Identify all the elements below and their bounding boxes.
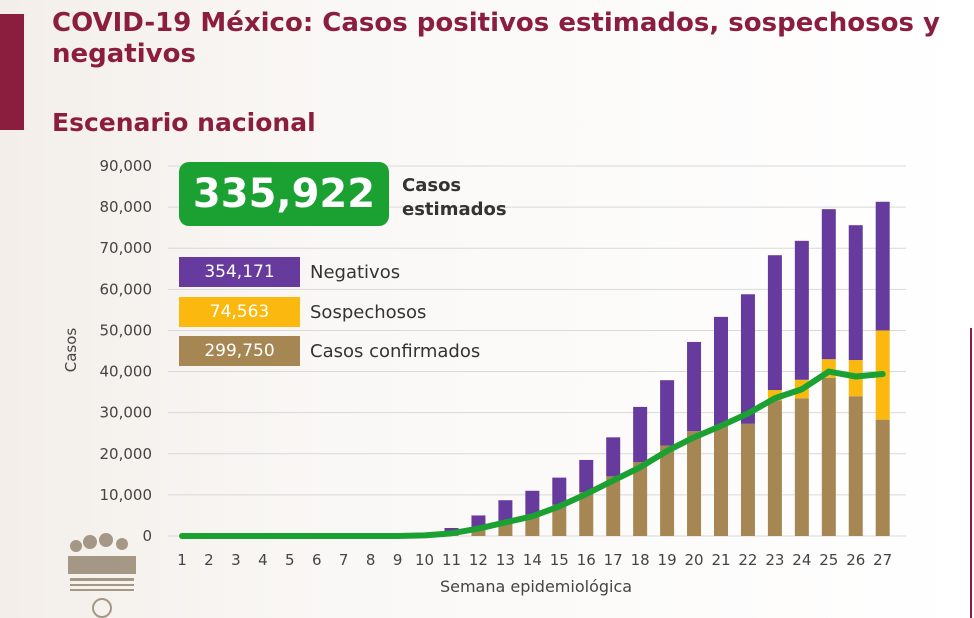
bar-segment — [633, 406, 648, 462]
bar-segment — [794, 398, 809, 536]
y-tick-label: 0 — [142, 527, 152, 545]
x-tick-label: 20 — [685, 551, 704, 569]
estimated-cases-line — [179, 368, 886, 539]
y-tick-label: 20,000 — [100, 445, 153, 463]
government-logo — [68, 533, 136, 618]
x-tick-label: 24 — [792, 551, 811, 569]
bar-segment — [794, 240, 809, 380]
x-tick-label: 26 — [846, 551, 865, 569]
x-tick-label: 16 — [577, 551, 596, 569]
legend-label-confirmados: Casos confirmados — [310, 340, 481, 362]
x-tick-label: 19 — [658, 551, 677, 569]
bar-segment — [552, 504, 567, 536]
bar-segment — [740, 423, 755, 536]
bar-segment — [714, 316, 728, 425]
x-tick-label: 7 — [339, 551, 349, 569]
x-tick-label: 12 — [469, 551, 488, 569]
x-tick-label: 1 — [177, 551, 187, 569]
legend-swatch-confirmados: 299,750 — [179, 336, 300, 366]
x-tick-label: 17 — [604, 551, 623, 569]
page-title: COVID-19 México: Casos positivos estimad… — [52, 8, 940, 69]
x-tick-label: 9 — [393, 551, 403, 569]
bar-segment — [579, 492, 594, 536]
x-tick-label: 23 — [765, 551, 784, 569]
bar-segment — [606, 476, 621, 536]
x-tick-label: 13 — [496, 551, 515, 569]
x-tick-label: 14 — [523, 551, 542, 569]
bar-segment — [767, 400, 782, 536]
x-tick-label: 5 — [285, 551, 295, 569]
page-subtitle: Escenario nacional — [52, 108, 316, 137]
x-tick-label: 8 — [366, 551, 376, 569]
estimated-cases-value: 335,922 — [192, 171, 376, 217]
x-tick-label: 2 — [204, 551, 214, 569]
bar-segment — [660, 445, 675, 536]
x-tick-label: 18 — [631, 551, 650, 569]
bar-layer — [417, 201, 890, 536]
estimated-cases-label: Casos estimados — [402, 175, 507, 220]
y-axis-label: Casos — [62, 328, 80, 373]
legend-value-negativos: 354,171 — [204, 262, 275, 282]
legend-value-sospechosos: 74,563 — [209, 302, 270, 322]
x-tick-label: 4 — [258, 551, 268, 569]
right-accent-line — [970, 328, 972, 618]
legend-value-confirmados: 299,750 — [204, 341, 275, 361]
bar-segment — [687, 431, 702, 536]
x-axis-label: Semana epidemiológica — [440, 577, 632, 596]
bar-segment — [633, 462, 648, 536]
bar-segment — [498, 500, 513, 522]
bar-segment — [740, 294, 755, 424]
x-tick-label: 11 — [442, 551, 461, 569]
bar-segment — [767, 255, 782, 391]
bar-segment — [525, 515, 540, 536]
x-tick-label: 6 — [312, 551, 322, 569]
legend-label-negativos: Negativos — [310, 261, 401, 283]
legend-item-confirmados: 299,750 Casos confirmados — [179, 336, 480, 366]
y-tick-label: 90,000 — [100, 157, 153, 175]
bar-segment — [552, 477, 567, 505]
y-tick-label: 60,000 — [100, 280, 153, 298]
bar-segment — [579, 459, 594, 493]
bar-segment — [714, 425, 728, 536]
legend-swatch-negativos: 354,171 — [179, 257, 300, 287]
y-tick-label: 50,000 — [100, 321, 153, 339]
y-tick-labels: 0 10,000 20,000 30,000 40,000 50,000 60,000 70,… — [100, 157, 153, 545]
bar-segment — [821, 209, 836, 360]
bar-segment — [606, 437, 621, 477]
bar-segment — [848, 225, 863, 361]
bar-segment — [848, 396, 863, 536]
bar-segment — [821, 377, 836, 536]
y-tick-label: 10,000 — [100, 486, 153, 504]
x-tick-label: 10 — [415, 551, 434, 569]
bar-segment — [525, 490, 540, 516]
bar-segment — [660, 380, 675, 446]
x-tick-label: 27 — [873, 551, 892, 569]
y-tick-label: 80,000 — [100, 198, 153, 216]
bar-segment — [687, 341, 702, 432]
estimated-cases-box: 335,922 — [179, 162, 389, 226]
y-tick-label: 30,000 — [100, 404, 153, 422]
accent-bar — [0, 14, 24, 130]
x-tick-label: 3 — [231, 551, 241, 569]
x-tick-label: 15 — [550, 551, 569, 569]
line-layer — [179, 368, 886, 539]
legend-item-negativos: 354,171 Negativos — [179, 257, 400, 287]
y-tick-label: 40,000 — [100, 363, 153, 381]
x-tick-labels: 1 2 3 4 5 6 7 8 9 10 11 12 13 14 15 16 17 18 19 20 21 22 23 24 2… — [177, 551, 892, 569]
legend-label-sospechosos: Sospechosos — [310, 301, 427, 323]
x-tick-label: 21 — [711, 551, 730, 569]
bar-segment — [471, 528, 486, 536]
legend-swatch-sospechosos: 74,563 — [179, 297, 300, 327]
legend-item-sospechosos: 74,563 Sospechosos — [179, 297, 426, 327]
x-tick-label: 25 — [819, 551, 838, 569]
bar-segment — [875, 419, 890, 536]
y-tick-label: 70,000 — [100, 239, 153, 257]
x-tick-label: 22 — [738, 551, 757, 569]
bar-segment — [875, 201, 890, 331]
